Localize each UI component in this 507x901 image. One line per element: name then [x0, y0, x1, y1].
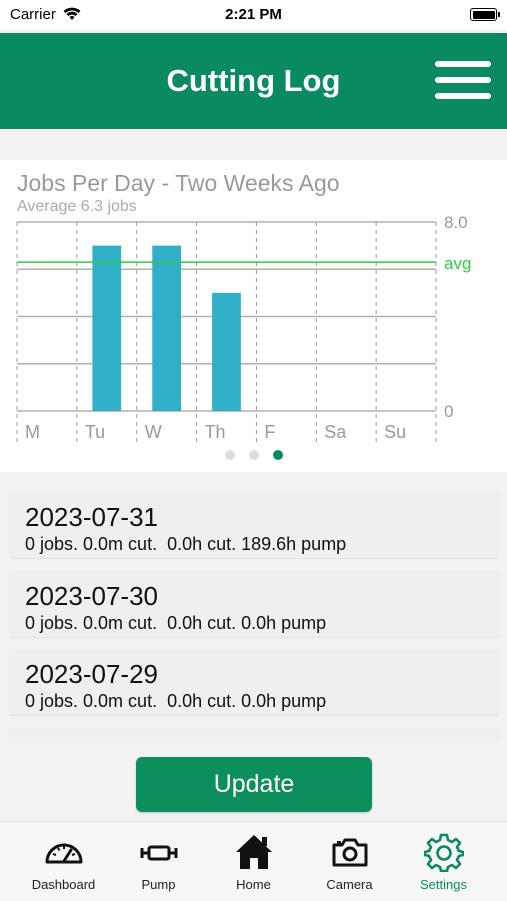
log-entry[interactable]: 2023-07-31 0 jobs. 0.0m cut. 0.0h cut. 1… — [9, 492, 499, 558]
log-date: 2023-07-31 — [25, 502, 158, 532]
gauge-icon — [45, 843, 83, 864]
tab-label: Pump — [141, 877, 176, 892]
tab-bar: Dashboard Pump Home Camera — [0, 821, 507, 900]
log-detail: 0 jobs. 0.0m cut. 0.0h cut. 189.6h pump — [25, 534, 347, 554]
tab-camera[interactable]: Camera — [301, 822, 398, 901]
gear-icon — [424, 833, 464, 872]
log-entry[interactable]: 2023-07-29 0 jobs. 0.0m cut. 0.0h cut. 0… — [9, 649, 499, 715]
chart-bar-th — [212, 292, 241, 411]
page-indicator[interactable] — [0, 447, 507, 465]
log-date: 2023-07-30 — [25, 581, 158, 611]
page-dot-active[interactable] — [272, 450, 283, 460]
chart-subtitle: Average 6.3 jobs — [17, 198, 137, 215]
tab-label: Camera — [326, 877, 373, 892]
page-dot[interactable] — [224, 450, 235, 460]
y-tick-label: 8.0 — [444, 213, 468, 232]
average-label: avg — [444, 254, 471, 273]
chart-title: Jobs Per Day - Two Weeks Ago — [17, 170, 340, 196]
log-date: 2023-07-28 — [25, 738, 158, 742]
x-tick-label: Su — [384, 422, 406, 442]
update-button[interactable]: Update — [136, 757, 372, 812]
tab-label: Settings — [420, 877, 467, 892]
tab-home[interactable]: Home — [205, 822, 302, 901]
tab-pump[interactable]: Pump — [110, 822, 207, 901]
x-tick-label: M — [25, 422, 40, 442]
jobs-bar-chart: avg 8.0 0 M Tu W Th F Sa Su — [16, 213, 471, 445]
x-tick-label: Tu — [85, 422, 105, 442]
log-detail: 0 jobs. 0.0m cut. 0.0h cut. 0.0h pump — [25, 613, 327, 633]
x-tick-label: Sa — [324, 422, 347, 442]
battery-icon — [470, 8, 500, 21]
y-tick-label: 0 — [444, 402, 453, 421]
x-tick-label: Th — [205, 422, 226, 442]
tab-settings[interactable]: Settings — [395, 822, 492, 901]
log-entry[interactable]: 2023-07-30 0 jobs. 0.0m cut. 0.0h cut. 0… — [9, 571, 499, 637]
status-bar: Carrier 2:21 PM — [0, 0, 507, 30]
chart-bar-w — [152, 245, 182, 411]
log-entry[interactable]: 2023-07-28 — [9, 728, 499, 742]
hamburger-menu-icon[interactable] — [435, 61, 491, 101]
page-title: Cutting Log — [166, 63, 341, 98]
log-date: 2023-07-29 — [25, 659, 158, 689]
camera-icon — [332, 838, 368, 867]
clock: 2:21 PM — [225, 6, 282, 23]
tab-label: Dashboard — [31, 877, 96, 892]
home-icon — [236, 835, 272, 869]
carrier-label: Carrier — [10, 6, 56, 23]
x-tick-label: F — [264, 422, 275, 442]
app-header: Cutting Log — [0, 33, 507, 129]
log-detail: 0 jobs. 0.0m cut. 0.0h cut. 0.0h pump — [25, 691, 327, 711]
tab-label: Home — [236, 877, 271, 892]
jobs-chart-card[interactable]: avg 8.0 0 M Tu W Th F Sa Su Jobs Per Day - Two We… — [0, 160, 507, 472]
wifi-icon — [63, 7, 81, 20]
chart-bar-tu — [92, 245, 122, 411]
page-dot[interactable] — [248, 450, 259, 460]
pump-icon — [140, 845, 178, 861]
log-list[interactable]: 2023-07-31 0 jobs. 0.0m cut. 0.0h cut. 1… — [0, 480, 507, 742]
tab-dashboard[interactable]: Dashboard — [15, 822, 112, 901]
x-tick-label: W — [145, 422, 162, 442]
